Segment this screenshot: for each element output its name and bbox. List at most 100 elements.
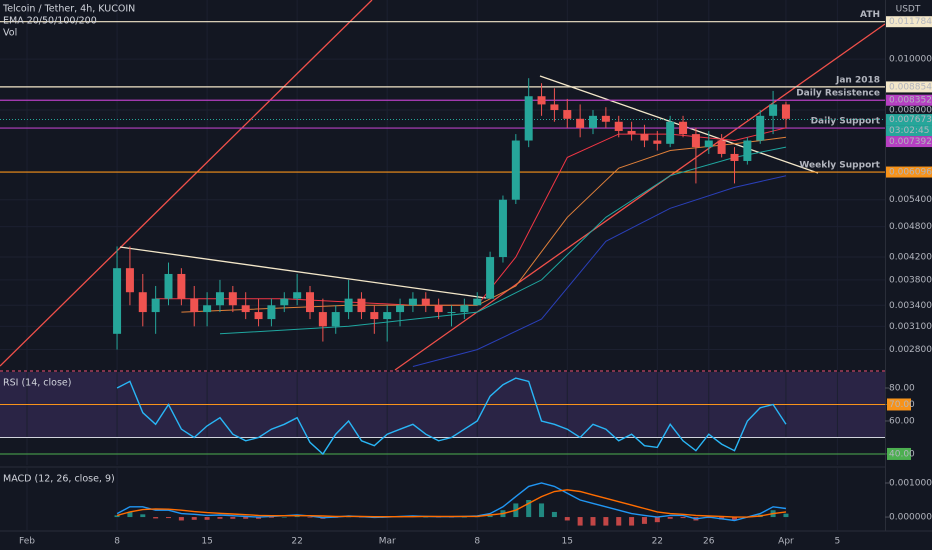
candle-body [717,140,726,154]
histogram-bar [603,517,609,526]
candle-body [537,96,546,105]
histogram-bar [127,511,133,518]
last-price-label: 0.00767360 [889,115,932,125]
level-value-label: 0.01178436 [889,17,932,27]
histogram-bar [166,517,172,519]
countdown-label: 03:02:45 [889,126,929,136]
histogram-bar [294,516,300,518]
candle-body [331,312,340,327]
x-tick-label: 22 [652,537,663,547]
candle-body [781,104,790,119]
level-name: Weekly Support [799,161,880,171]
candle-body [524,96,533,141]
candle-body [164,273,173,299]
histogram-bar [178,517,184,521]
candle-body [756,115,765,141]
x-tick-label: 8 [114,537,120,547]
axis-box [886,166,932,178]
candle-body [640,134,649,141]
candle-body [666,121,675,144]
histogram-bar [783,513,789,518]
candle-body [769,104,778,116]
level-name: Daily Support [811,117,881,127]
candle-body [691,134,700,148]
candle-body [589,115,598,128]
candle-body [614,121,623,131]
histogram-bar [153,517,159,519]
y-tick-label: 0.00380000 [889,275,932,285]
candle-body [601,115,610,122]
candle-body [473,298,482,306]
axis-box [886,94,932,106]
axis-box [886,136,932,148]
level-name: Daily Resistence [796,89,880,99]
candle-body [550,104,559,111]
axis-box [886,81,932,93]
candle-body [408,298,417,306]
trend-line [119,246,487,299]
candle-body [576,118,585,128]
candle-body [743,140,752,161]
candle-body [241,305,250,313]
candle-body [113,268,122,334]
candle-body [306,292,315,313]
histogram-bar [204,517,210,520]
candle-body [344,298,353,313]
histogram-bar [281,517,287,518]
histogram-bar [680,517,686,519]
candle-body [228,292,237,306]
y-tick-label: 0.00280000 [889,345,932,355]
candle-body [203,305,212,313]
candle-body [511,140,520,200]
x-tick-label: 15 [562,537,573,547]
histogram-bar [140,514,146,518]
histogram-bar [243,517,249,519]
candle-body [151,298,160,313]
candle-body [215,292,224,306]
candle-body [486,257,495,299]
series-line [116,489,787,518]
candle-body [254,312,263,320]
histogram-bar [667,517,673,519]
candle-body [447,312,456,314]
series-line [219,146,787,335]
x-tick-label: 22 [291,537,302,547]
axis-box [886,125,932,137]
x-tick-label: Mar [379,537,396,547]
candle-body [396,305,405,313]
histogram-bar [616,517,622,526]
histogram-bar [230,517,236,519]
histogram-bar [641,517,647,524]
candle-body [267,305,276,320]
histogram-bar [487,515,493,518]
x-tick-label: 5 [835,537,841,547]
trend-line [539,75,819,174]
level-value-label: 0.00609668 [889,168,932,178]
y-tick-label: 60.00 [889,416,915,426]
candle-body [498,199,507,258]
histogram-bar [256,517,262,519]
candle-body [627,130,636,135]
candle-body [383,312,392,320]
y-tick-label: 0.00480000 [889,222,932,232]
macd-title: MACD (12, 26, close, 9) [3,474,115,485]
grid [0,0,885,530]
histogram-bar [731,517,737,521]
tick-label-box [887,447,911,460]
y-tick-label: 70.00 [889,400,915,410]
histogram-bar [526,500,532,518]
series-line [412,175,787,367]
candle-body [190,298,199,313]
candle-body [370,312,379,320]
histogram-bar [629,517,635,526]
y-tick-label: 0.01000000 [889,55,932,65]
histogram-bar [551,511,557,518]
candle-body [704,140,713,148]
y-tick-label: 0.00340000 [889,301,932,311]
y-tick-label: 80.00 [889,383,915,393]
marks: Feb 8 15 22 Mar 8 15 22 26 Apr 5 0.01000000 0.008000… [0,10,932,547]
histogram-bar [268,517,274,518]
candle-body [679,121,688,135]
candle-body [318,312,327,327]
indicator-label: EMA 20/50/100/200 [3,16,97,27]
